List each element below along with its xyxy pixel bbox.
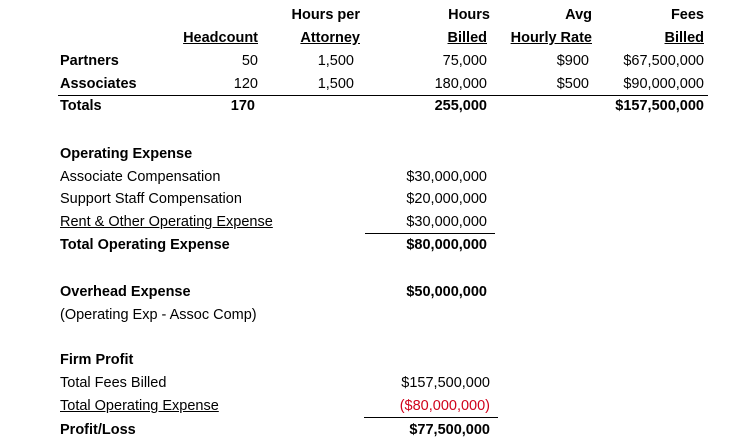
hours-per-attorney: 1,500	[317, 53, 354, 69]
firm-profit-title: Firm Profit	[60, 352, 134, 368]
header-headcount: Headcount	[183, 30, 258, 46]
opex-label: Support Staff Compensation	[60, 191, 242, 207]
header-avg-2: Hourly Rate	[510, 30, 592, 46]
totals-divider	[58, 95, 708, 96]
fees-billed: $90,000,000	[623, 76, 704, 92]
header-hours-1: Hours	[448, 7, 490, 23]
hours-billed: 180,000	[434, 76, 487, 92]
opex-label: Rent & Other Operating Expense	[60, 214, 273, 230]
profit-loss-label: Profit/Loss	[60, 422, 136, 438]
opex-value: $30,000,000	[406, 214, 487, 230]
overhead-note: (Operating Exp - Assoc Comp)	[60, 307, 257, 323]
header-avg-1: Avg	[565, 7, 592, 23]
header-hours-per-1: Hours per	[291, 7, 361, 23]
header-fees-1: Fees	[670, 7, 704, 23]
opex-total-label-2: Total Operating Expense	[60, 398, 219, 414]
profit-divider	[364, 417, 498, 418]
headcount-total: 170	[230, 98, 255, 114]
headcount: 50	[241, 53, 258, 69]
opex-negative-value: ($80,000,000)	[399, 398, 490, 414]
row-label: Associates	[60, 76, 137, 92]
fees-value: $157,500,000	[401, 375, 490, 391]
hours-per-attorney: 1,500	[317, 76, 354, 92]
row-label: Totals	[60, 98, 102, 114]
fees-billed: $67,500,000	[623, 53, 704, 69]
header-fees-2: Billed	[664, 30, 704, 46]
opex-value: $30,000,000	[406, 169, 487, 185]
profit-loss-value: $77,500,000	[409, 422, 490, 438]
overhead-value: $50,000,000	[406, 284, 487, 300]
opex-total-label: Total Operating Expense	[60, 237, 230, 253]
hours-billed: 75,000	[442, 53, 487, 69]
fees-billed-total: $157,500,000	[615, 98, 704, 114]
headcount: 120	[233, 76, 258, 92]
avg-rate: $900	[556, 53, 589, 69]
row-label: Partners	[60, 53, 119, 69]
avg-rate: $500	[556, 76, 589, 92]
header-hours-2: Billed	[447, 30, 487, 46]
opex-label: Associate Compensation	[60, 169, 221, 185]
opex-total-value: $80,000,000	[406, 237, 487, 253]
opex-value: $20,000,000	[406, 191, 487, 207]
overhead-title: Overhead Expense	[60, 284, 191, 300]
operating-expense-title: Operating Expense	[60, 146, 193, 162]
opex-divider	[365, 233, 495, 234]
hours-billed-total: 255,000	[434, 98, 487, 114]
header-hours-per-2: Attorney	[300, 30, 360, 46]
fees-label: Total Fees Billed	[60, 375, 167, 391]
